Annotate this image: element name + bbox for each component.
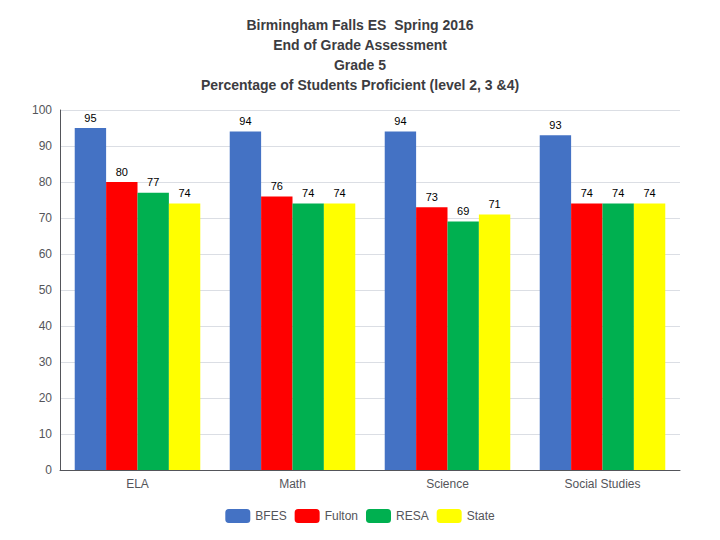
svg-text:Grade 5: Grade 5: [334, 57, 386, 73]
svg-text:Math: Math: [279, 477, 306, 491]
svg-text:90: 90: [39, 139, 53, 153]
svg-text:End of Grade Assessment: End of Grade Assessment: [273, 37, 447, 53]
svg-text:71: 71: [488, 198, 500, 210]
svg-text:Social Studies: Social Studies: [564, 477, 640, 491]
svg-text:73: 73: [426, 191, 438, 203]
svg-text:80: 80: [116, 166, 128, 178]
svg-text:Science: Science: [426, 477, 469, 491]
svg-text:100: 100: [32, 103, 52, 117]
svg-text:74: 74: [302, 187, 314, 199]
svg-text:Fulton: Fulton: [325, 509, 358, 523]
svg-text:94: 94: [239, 115, 251, 127]
svg-text:BFES: BFES: [255, 509, 286, 523]
svg-text:ELA: ELA: [126, 477, 149, 491]
svg-text:93: 93: [549, 119, 561, 131]
svg-text:50: 50: [39, 283, 53, 297]
svg-text:77: 77: [147, 176, 159, 188]
svg-text:74: 74: [333, 187, 345, 199]
svg-text:RESA: RESA: [396, 509, 429, 523]
svg-text:74: 74: [178, 187, 190, 199]
svg-text:40: 40: [39, 319, 53, 333]
svg-text:76: 76: [271, 180, 283, 192]
svg-text:Birmingham Falls ES Spring 20: Birmingham Falls ES Spring 2016: [246, 17, 473, 33]
svg-text:0: 0: [45, 463, 52, 477]
svg-text:74: 74: [612, 187, 624, 199]
svg-text:80: 80: [39, 175, 53, 189]
svg-text:30: 30: [39, 355, 53, 369]
svg-text:74: 74: [643, 187, 655, 199]
svg-text:74: 74: [581, 187, 593, 199]
svg-text:70: 70: [39, 211, 53, 225]
svg-text:95: 95: [84, 112, 96, 124]
svg-text:60: 60: [39, 247, 53, 261]
svg-text:Percentage of Students Profici: Percentage of Students Proficient (level…: [201, 77, 519, 93]
svg-text:94: 94: [394, 115, 406, 127]
svg-text:10: 10: [39, 427, 53, 441]
svg-text:20: 20: [39, 391, 53, 405]
svg-text:State: State: [467, 509, 495, 523]
svg-text:69: 69: [457, 205, 469, 217]
